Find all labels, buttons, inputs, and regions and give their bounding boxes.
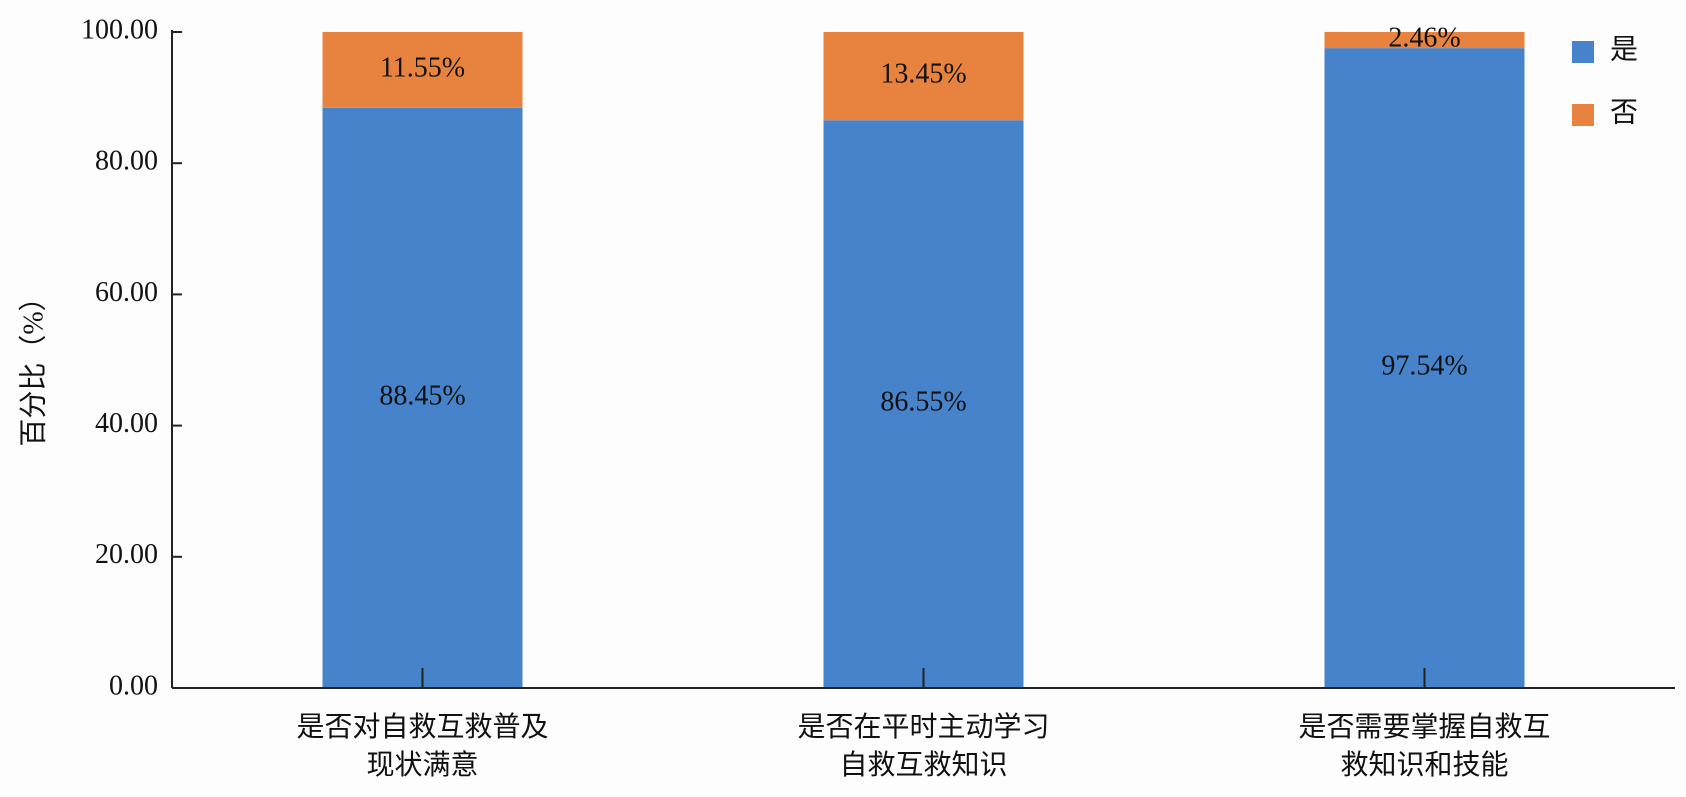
y-tick-label: 60.00 (95, 277, 158, 308)
value-label: 11.55% (380, 52, 465, 83)
bar-segment (823, 32, 1024, 121)
x-tick-label-line: 自救互救知识 (839, 749, 1007, 781)
legend-label: 是 (1610, 34, 1638, 65)
y-tick-label: 100.00 (81, 14, 158, 45)
x-tick-label-line: 救知识和技能 (1340, 749, 1508, 781)
x-tick-label-line: 是否在平时主动学习 (797, 711, 1049, 743)
bar-segment (322, 32, 523, 108)
bar-segment (1324, 32, 1525, 49)
value-label: 88.45% (379, 380, 465, 411)
legend-label: 否 (1610, 97, 1638, 128)
legend-swatch (1572, 104, 1594, 126)
value-label: 86.55% (880, 387, 966, 418)
bar-segment (1324, 48, 1525, 689)
y-tick-label: 0.00 (109, 670, 158, 701)
x-tick-label-line: 是否需要掌握自救互 (1298, 711, 1550, 743)
x-tick-label-line: 是否对自救互救普及 (296, 711, 548, 743)
x-tick-label: 是否在平时主动学习自救互救知识 (797, 711, 1049, 781)
x-tick-label-line: 现状满意 (366, 749, 478, 781)
value-label: 97.54% (1381, 350, 1467, 381)
x-tick-label: 是否需要掌握自救互救知识和技能 (1298, 711, 1550, 781)
value-label: 13.45% (880, 59, 966, 90)
y-axis-label: 百分比（%） (17, 283, 49, 446)
x-tick-label: 是否对自救互救普及现状满意 (296, 711, 548, 781)
y-tick-label: 40.00 (95, 408, 158, 439)
bar-segment (322, 107, 523, 688)
legend-swatch (1572, 41, 1594, 63)
bar-segment (823, 120, 1024, 689)
value-label: 2.46% (1388, 22, 1460, 53)
y-tick-label: 20.00 (95, 539, 158, 570)
y-tick-label: 80.00 (95, 146, 158, 177)
